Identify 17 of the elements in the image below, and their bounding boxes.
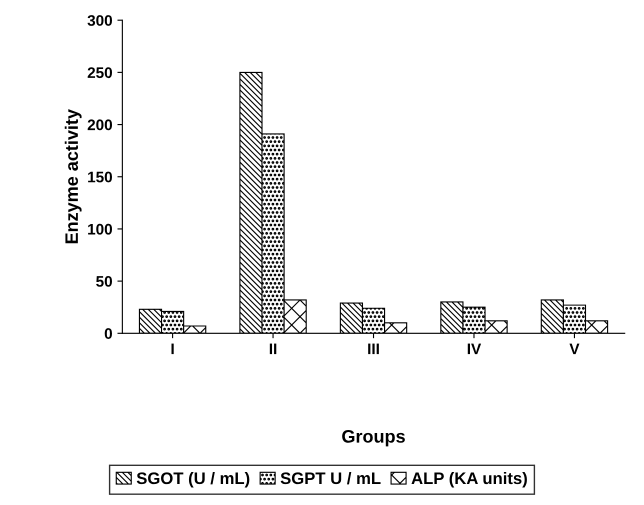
- y-tick-label: 50: [96, 276, 112, 287]
- y-tick-label: 200: [88, 119, 112, 130]
- y-tick-label: 150: [88, 172, 112, 182]
- y-axis-title: Enzyme activity: [64, 109, 82, 244]
- x-tick-label: IV: [468, 344, 482, 354]
- x-tick-label: I: [171, 344, 174, 354]
- x-tick-label: II: [270, 344, 276, 354]
- legend-label: SGPT U / mL: [280, 472, 381, 484]
- legend-label: SGOT (U / mL): [136, 472, 250, 488]
- y-tick-label: 250: [88, 67, 112, 78]
- y-tick-label: 0: [104, 328, 112, 339]
- y-tick-label: 100: [88, 224, 112, 235]
- x-tick-label: III: [368, 344, 379, 354]
- legend-label: ALP (KA units): [411, 472, 527, 488]
- x-axis-title: Groups: [342, 430, 405, 446]
- y-tick-label: 300: [88, 15, 112, 26]
- x-tick-label: V: [569, 344, 580, 354]
